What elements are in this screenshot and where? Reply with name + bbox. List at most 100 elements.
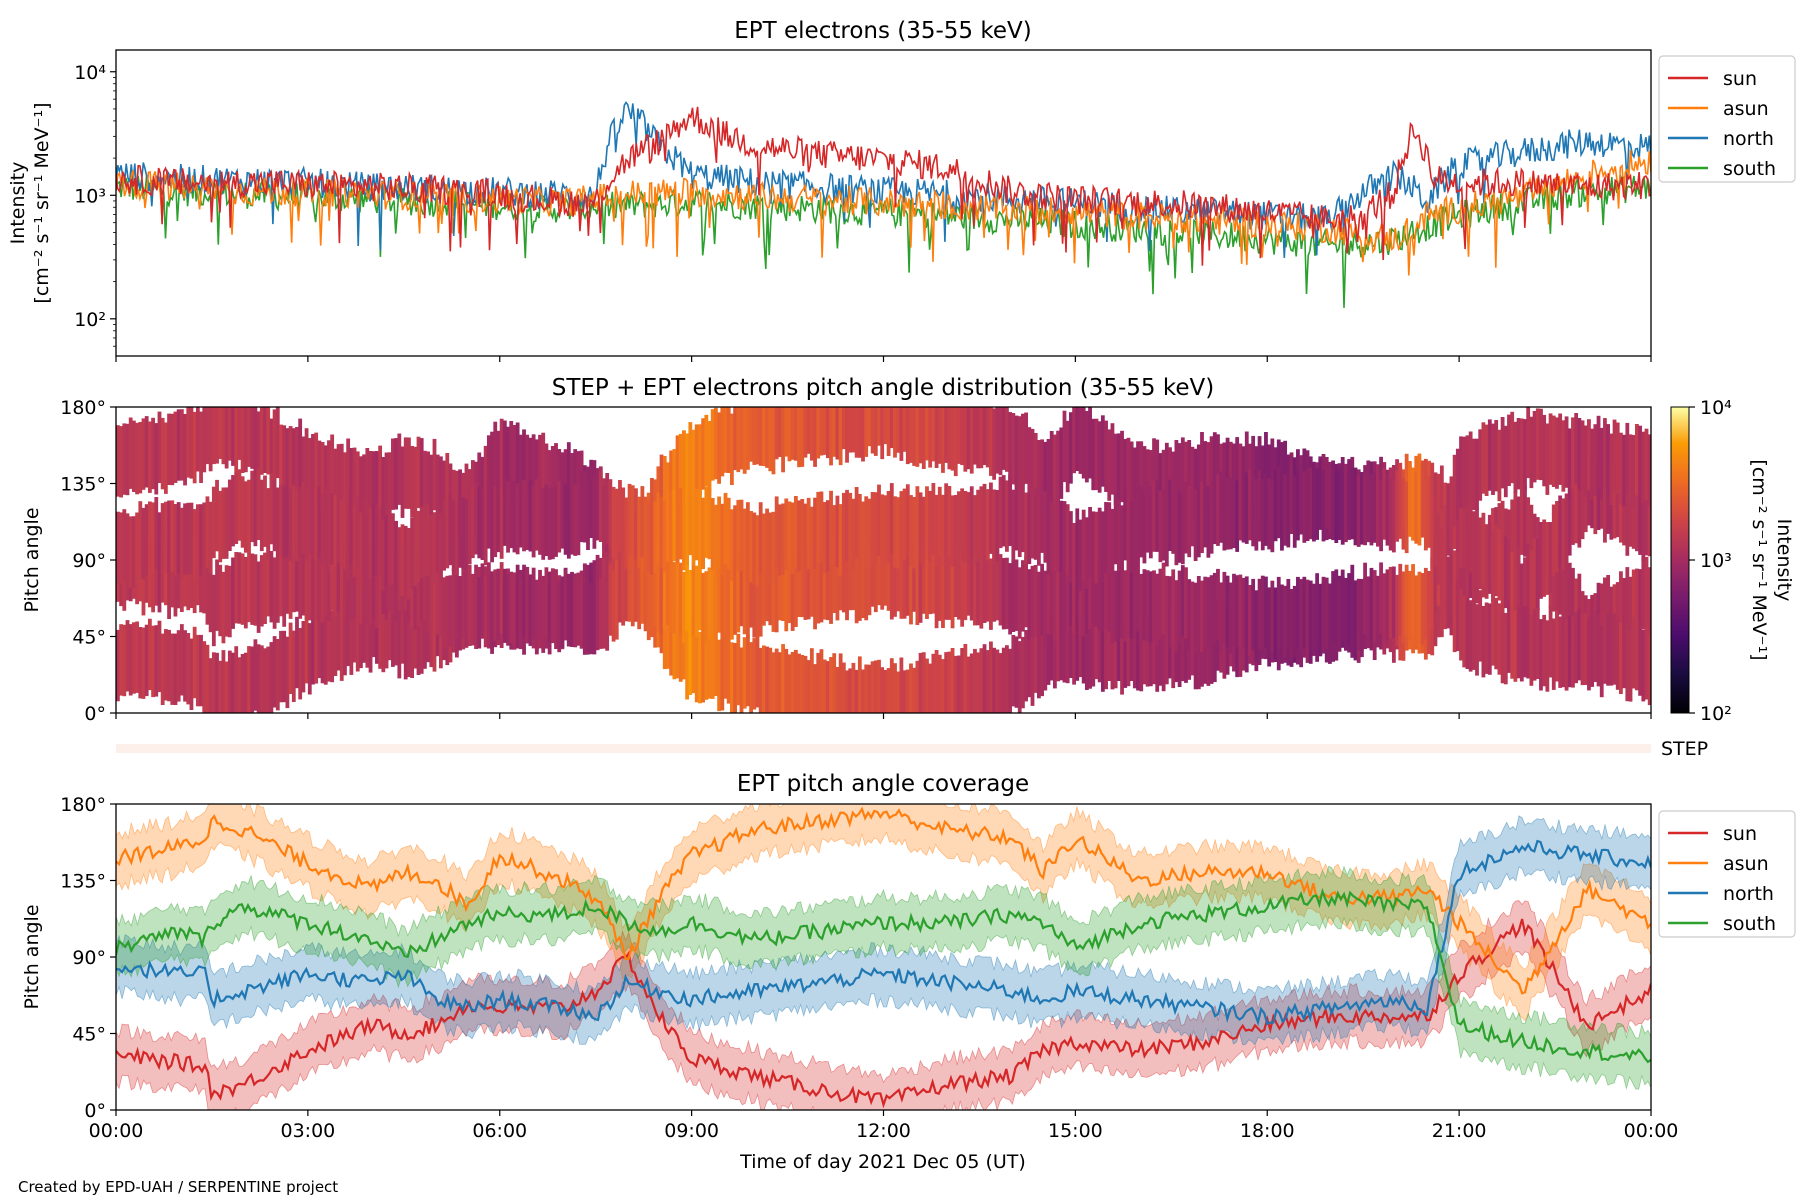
heatmap-cell	[669, 490, 674, 563]
heatmap-cell	[397, 527, 402, 599]
heatmap-cell	[506, 481, 510, 553]
heatmap-cell	[822, 502, 827, 574]
heatmap-cell	[1468, 501, 1473, 573]
heatmap-cell	[1136, 619, 1140, 691]
heatmap-cell	[912, 540, 917, 612]
heatmap-cell	[944, 548, 949, 620]
heatmap-cell	[387, 588, 392, 661]
heatmap-cell	[851, 407, 856, 453]
heatmap-cell	[1417, 474, 1422, 546]
heatmap-cell	[541, 575, 546, 648]
heatmap-cell	[781, 407, 785, 473]
heatmap-cell	[1196, 576, 1201, 648]
heatmap-cell	[1196, 485, 1201, 558]
heatmap-cell	[1612, 419, 1617, 491]
heatmap-cell	[966, 492, 971, 564]
heatmap-cell	[1475, 438, 1479, 511]
heatmap-cell	[352, 547, 357, 619]
heatmap-cell	[896, 497, 901, 569]
heatmap-cell	[1158, 568, 1163, 641]
heatmap-cell	[848, 492, 853, 565]
heatmap-cell	[1647, 567, 1651, 639]
heatmap-cell	[1344, 577, 1348, 650]
heatmap-cell	[937, 654, 942, 713]
heatmap-cell	[1606, 575, 1611, 647]
heatmap-cell	[550, 487, 555, 560]
heatmap-cell	[1535, 538, 1540, 611]
heatmap-cell	[131, 516, 136, 588]
heatmap-cell	[809, 506, 814, 579]
heatmap-cell	[1606, 614, 1611, 686]
heatmap-cell	[1091, 552, 1096, 624]
heatmap-cell	[1622, 434, 1627, 507]
heatmap-cell	[829, 490, 833, 563]
heatmap-cell	[678, 433, 683, 506]
heatmap-cell	[365, 514, 370, 586]
heatmap-cell	[333, 545, 338, 617]
heatmap-cell	[128, 417, 133, 489]
heatmap-cell	[1459, 436, 1463, 508]
heatmap-cell	[973, 554, 977, 626]
heatmap-cell	[909, 663, 913, 713]
heatmap-cell	[800, 407, 805, 467]
heatmap-cell	[1296, 469, 1300, 541]
heatmap-cell	[371, 451, 376, 523]
heatmap-cell	[368, 601, 373, 673]
heatmap-cell	[899, 547, 904, 619]
heatmap-cell	[394, 594, 399, 666]
heatmap-cell	[771, 511, 776, 584]
heatmap-cell	[451, 568, 456, 640]
heatmap-cell	[1062, 410, 1067, 483]
heatmap-cell	[1059, 570, 1064, 642]
heatmap-cell	[1120, 623, 1124, 695]
heatmap-cell	[1209, 575, 1214, 647]
heatmap-cell	[659, 454, 664, 526]
heatmap-cell	[464, 576, 469, 648]
heatmap-cell	[301, 621, 306, 693]
heatmap-cell	[116, 629, 120, 702]
heatmap-cell	[509, 476, 514, 549]
heatmap-cell	[1308, 580, 1313, 652]
heatmap-cell	[343, 545, 347, 617]
heatmap-cell	[1200, 580, 1204, 652]
heatmap-cell	[941, 494, 945, 567]
heatmap-cell	[889, 548, 894, 620]
x-tick-label: 18:00	[1240, 1120, 1295, 1142]
heatmap-cell	[189, 407, 194, 479]
heatmap-cell	[582, 583, 587, 655]
heatmap-cell	[592, 477, 597, 549]
heatmap-cell	[973, 495, 977, 567]
heatmap-cell	[125, 620, 130, 692]
heatmap-cell	[224, 661, 229, 713]
heatmap-cell	[176, 502, 181, 574]
heatmap-cell	[1267, 478, 1272, 550]
heatmap-cell	[269, 551, 274, 623]
heatmap-cell	[375, 503, 379, 575]
heatmap-cell	[1548, 606, 1553, 678]
heatmap-cell	[969, 407, 974, 474]
heatmap-cell	[1024, 555, 1029, 628]
heatmap-cell	[359, 456, 363, 528]
heatmap-cell	[547, 450, 552, 522]
y-tick-label: 10³	[74, 185, 106, 207]
heatmap-cell	[304, 489, 309, 561]
heatmap-cell	[947, 651, 952, 713]
heatmap-cell	[1641, 630, 1646, 702]
heatmap-cell	[1212, 432, 1217, 504]
x-tick-label: 15:00	[1048, 1120, 1103, 1142]
heatmap-cell	[797, 407, 801, 468]
heatmap-cell	[1500, 417, 1505, 489]
heatmap-cell	[714, 561, 718, 633]
heatmap-cell	[1081, 565, 1086, 637]
heatmap-cell	[1555, 501, 1559, 573]
heatmap-cell	[426, 560, 430, 633]
heatmap-cell	[454, 567, 459, 639]
heatmap-cell	[1599, 625, 1604, 698]
heatmap-cell	[1385, 569, 1390, 641]
heatmap-cell	[1110, 508, 1115, 581]
heatmap-cell	[896, 407, 901, 453]
heatmap-cell	[851, 662, 856, 713]
heatmap-cell	[857, 549, 862, 621]
heatmap-cell	[1123, 570, 1128, 642]
heatmap-cell	[192, 626, 197, 699]
